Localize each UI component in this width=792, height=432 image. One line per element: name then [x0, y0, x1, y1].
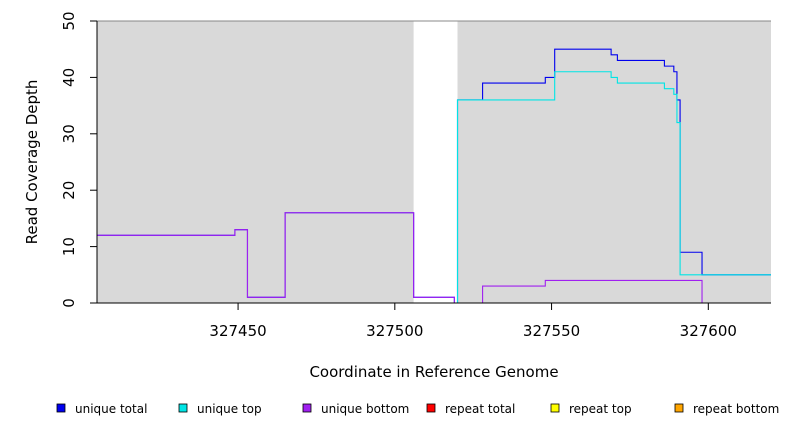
legend-swatch	[56, 403, 66, 413]
y-axis-title: Read Coverage Depth	[23, 80, 41, 245]
legend-item-repeat-top: repeat top	[550, 402, 632, 416]
series-line-unique-top	[456, 71, 771, 303]
legend-item-repeat-total: repeat total	[426, 402, 515, 416]
x-tick-label: 327550	[523, 322, 580, 340]
x-axis-title: Coordinate in Reference Genome	[309, 363, 558, 381]
y-tick-label: 0	[60, 298, 78, 308]
legend-item-repeat-bottom: repeat bottom	[674, 402, 779, 416]
shaded-region-2	[457, 21, 771, 303]
y-tick-label: 40	[60, 68, 78, 87]
legend-label: unique total	[75, 402, 147, 416]
legend-item-unique-total: unique total	[56, 402, 147, 416]
x-axis: 327450 327500 327550 327600	[97, 302, 771, 340]
legend-label: unique bottom	[321, 402, 409, 416]
legend-label: repeat top	[569, 402, 632, 416]
legend-label: repeat bottom	[693, 402, 779, 416]
series-line-unique-bottom	[97, 212, 771, 304]
legend-swatch	[178, 403, 188, 413]
y-tick-label: 30	[60, 124, 78, 143]
legend-item-unique-bottom: unique bottom	[302, 402, 409, 416]
legend-item-unique-top: unique top	[178, 402, 262, 416]
shaded-regions	[97, 21, 771, 303]
legend-label: repeat total	[445, 402, 515, 416]
y-tick-label: 20	[60, 181, 78, 200]
y-axis: 0 10 20 30 40 50	[60, 11, 98, 308]
legend-swatch	[550, 403, 560, 413]
legend-label: unique top	[197, 402, 262, 416]
legend-swatch	[674, 403, 684, 413]
y-tick-label: 50	[60, 11, 78, 30]
x-tick-label: 327450	[209, 322, 266, 340]
y-tick-label: 10	[60, 237, 78, 256]
legend-swatch	[426, 403, 436, 413]
legend: unique total unique top unique bottom repea…	[56, 402, 779, 416]
shaded-region-1	[97, 21, 414, 303]
legend-swatch	[302, 403, 312, 413]
x-tick-label: 327500	[366, 322, 423, 340]
x-tick-label: 327600	[680, 322, 737, 340]
